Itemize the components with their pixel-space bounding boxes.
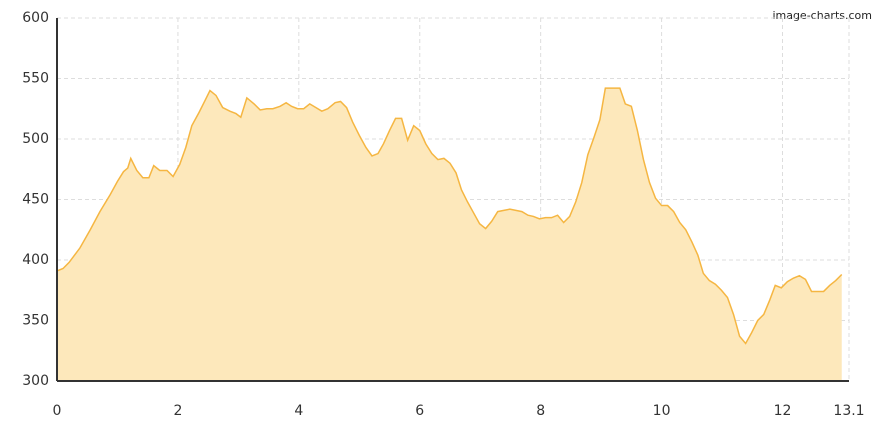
y-tick-label: 500 [22, 131, 49, 147]
y-tick-label: 450 [22, 192, 49, 208]
y-tick-label: 350 [22, 313, 49, 329]
x-tick-label: 2 [173, 403, 182, 419]
x-tick-label: 8 [536, 403, 545, 419]
y-tick-label: 550 [22, 71, 49, 87]
x-tick-label: 0 [53, 403, 62, 419]
y-tick-label: 400 [22, 252, 49, 268]
x-tick-label: 12 [774, 403, 792, 419]
x-tick-label: 4 [294, 403, 303, 419]
y-tick-label: 600 [22, 10, 49, 26]
x-tick-label: 6 [415, 403, 424, 419]
y-tick-label: 300 [22, 373, 49, 389]
area-line [56, 87, 843, 345]
x-tick-label: 13.1 [833, 403, 864, 419]
x-tick-label: 10 [653, 403, 671, 419]
area-fill [57, 88, 842, 382]
watermark: image-charts.com [772, 9, 872, 22]
